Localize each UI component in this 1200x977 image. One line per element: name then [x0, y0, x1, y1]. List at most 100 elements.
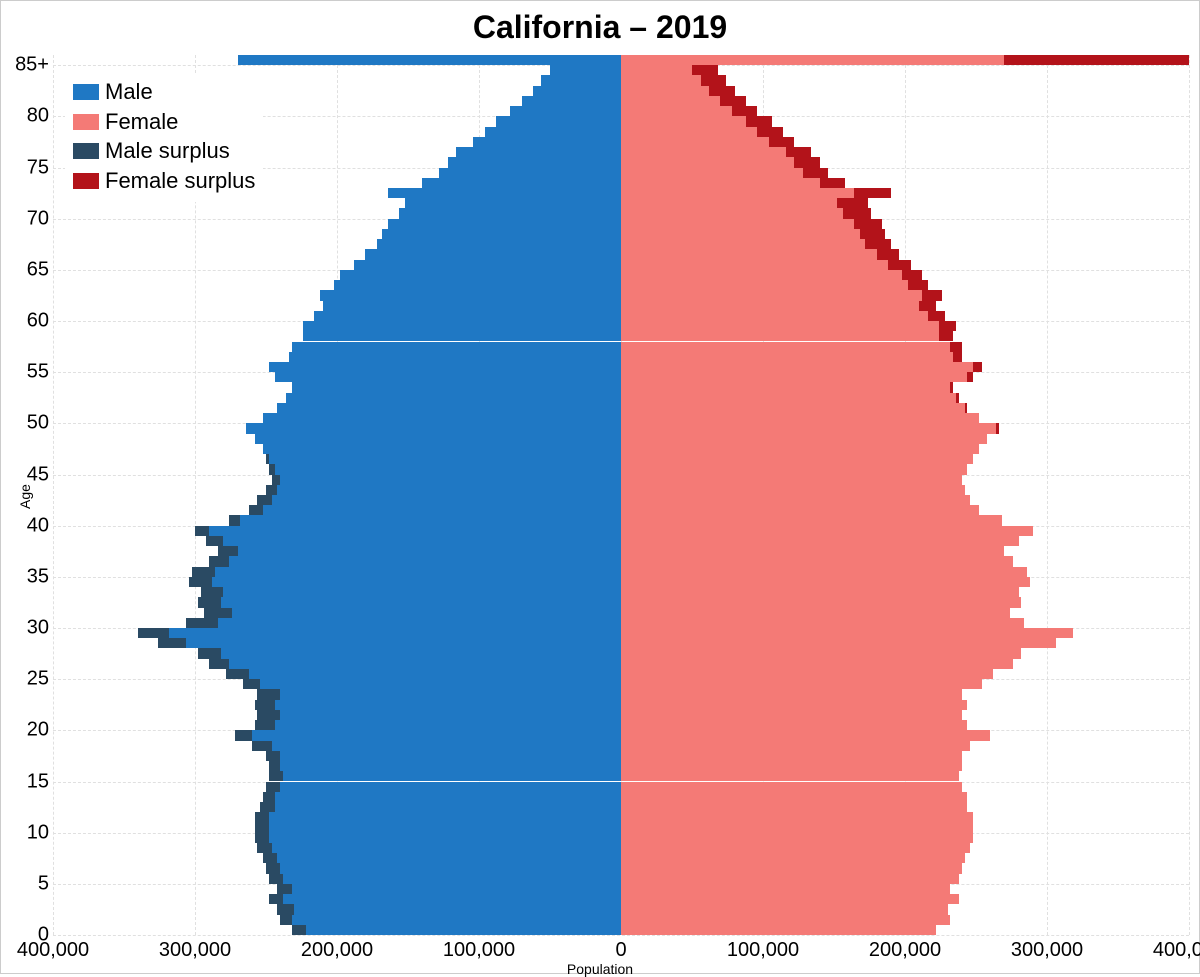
female-bar [621, 55, 1004, 65]
female-bar [621, 423, 996, 433]
female-bar [621, 689, 962, 699]
female-bar [621, 86, 709, 96]
female-bar [621, 96, 720, 106]
legend-label: Male [105, 77, 153, 107]
female-surplus-bar [769, 137, 795, 147]
male-surplus-bar [243, 679, 260, 689]
male-bar [382, 229, 621, 239]
y-tick-label: 25 [5, 668, 49, 691]
x-tick-label: 300,000 [159, 939, 231, 962]
male-bar [294, 904, 621, 914]
male-bar [541, 75, 621, 85]
male-surplus-bar [266, 863, 280, 873]
female-bar [621, 843, 970, 853]
female-bar [621, 485, 965, 495]
male-bar [365, 249, 621, 259]
y-tick-label: 20 [5, 719, 49, 742]
female-bar [621, 208, 843, 218]
male-surplus-bar [255, 720, 275, 730]
male-surplus-bar [277, 904, 294, 914]
female-bar [621, 75, 701, 85]
male-bar [292, 884, 621, 894]
male-bar [249, 669, 621, 679]
male-surplus-bar [255, 822, 269, 832]
female-bar [621, 290, 922, 300]
female-bar [621, 608, 1010, 618]
female-bar [621, 65, 692, 75]
female-bar [621, 495, 970, 505]
female-surplus-bar [877, 249, 900, 259]
female-bar [621, 188, 854, 198]
female-bar [621, 874, 959, 884]
male-bar [229, 659, 621, 669]
female-bar [621, 331, 939, 341]
male-surplus-bar [257, 843, 271, 853]
female-surplus-bar [953, 352, 962, 362]
y-tick-label: 55 [5, 361, 49, 384]
female-bar [621, 352, 953, 362]
legend-item: Female surplus [73, 166, 255, 196]
male-bar [439, 168, 621, 178]
female-bar [621, 648, 1021, 658]
male-bar [212, 577, 621, 587]
male-bar [240, 515, 621, 525]
male-bar [280, 751, 621, 761]
legend-item: Male [73, 77, 255, 107]
male-bar [334, 280, 621, 290]
female-bar [621, 372, 967, 382]
male-surplus-bar [218, 546, 238, 556]
female-bar [621, 362, 973, 372]
female-bar [621, 771, 959, 781]
male-bar [456, 147, 621, 157]
male-surplus-bar [269, 464, 275, 474]
male-bar [275, 700, 621, 710]
male-bar [169, 628, 621, 638]
female-bar [621, 710, 962, 720]
male-bar [340, 270, 621, 280]
male-bar [303, 331, 621, 341]
male-surplus-bar [204, 608, 232, 618]
female-surplus-bar [908, 280, 928, 290]
male-surplus-bar [235, 730, 252, 740]
male-bar [292, 382, 621, 392]
female-surplus-bar [888, 260, 911, 270]
male-bar [269, 812, 621, 822]
male-bar [275, 464, 621, 474]
male-surplus-bar [257, 495, 271, 505]
male-surplus-bar [255, 700, 275, 710]
male-bar [269, 362, 621, 372]
x-gridline [1189, 55, 1190, 935]
female-surplus-bar [956, 393, 959, 403]
female-bar [621, 239, 865, 249]
female-surplus-bar [837, 198, 868, 208]
female-bar [621, 260, 888, 270]
female-bar [621, 106, 732, 116]
female-bar [621, 536, 1019, 546]
male-bar [269, 822, 621, 832]
y-tick-label: 80 [5, 105, 49, 128]
female-bar [621, 833, 973, 843]
female-surplus-bar [860, 229, 886, 239]
legend-swatch [73, 143, 99, 159]
female-surplus-bar [803, 168, 829, 178]
male-surplus-bar [249, 505, 263, 515]
female-bar [621, 157, 794, 167]
female-bar [621, 198, 837, 208]
male-bar [260, 679, 621, 689]
female-bar [621, 464, 967, 474]
female-bar [621, 168, 803, 178]
y-tick-label: 70 [5, 207, 49, 230]
male-surplus-bar [189, 577, 212, 587]
male-surplus-bar [198, 648, 221, 658]
male-surplus-bar [186, 618, 217, 628]
y-tick-label: 85+ [5, 54, 49, 77]
female-bar [621, 382, 950, 392]
male-surplus-bar [257, 689, 280, 699]
male-surplus-bar [192, 567, 215, 577]
female-surplus-bar [786, 147, 812, 157]
male-bar [229, 556, 621, 566]
y-tick-label: 10 [5, 821, 49, 844]
male-bar [269, 454, 621, 464]
male-surplus-bar [269, 874, 283, 884]
female-bar [621, 782, 962, 792]
